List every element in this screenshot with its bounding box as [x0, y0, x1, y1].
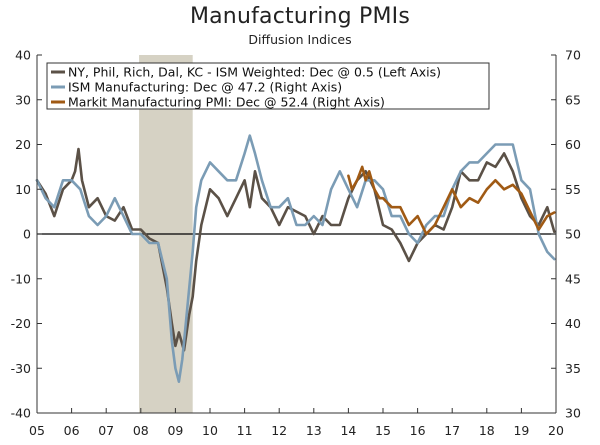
chart-title: Manufacturing PMIs	[189, 4, 411, 29]
x-tick-label: 19	[513, 423, 529, 438]
x-tick-label: 18	[479, 423, 495, 438]
series-line-2	[35, 134, 556, 384]
x-tick-label: 10	[202, 423, 218, 438]
x-tick-label: 07	[98, 423, 114, 438]
left-tick-label: -20	[11, 316, 31, 331]
legend-label: ISM Manufacturing: Dec @ 47.2 (Right Axi…	[68, 80, 342, 95]
series-line-3	[347, 165, 556, 236]
left-tick-label: 10	[15, 182, 31, 197]
left-tick-label: -30	[11, 361, 31, 376]
x-tick-label: 12	[271, 423, 287, 438]
left-tick-label: 0	[23, 227, 31, 242]
right-tick-label: 45	[565, 271, 581, 286]
x-tick-label: 09	[167, 423, 183, 438]
left-tick-label: 30	[15, 92, 31, 107]
chart-subtitle: Diffusion Indices	[248, 32, 352, 47]
left-tick-label: -10	[11, 271, 31, 286]
x-tick-label: 13	[306, 423, 322, 438]
left-tick-label: 40	[15, 48, 31, 63]
x-tick-label: 20	[548, 423, 564, 438]
legend-box	[46, 62, 490, 110]
x-tick-label: 08	[133, 423, 149, 438]
left-tick-label: -40	[11, 406, 31, 421]
series-line-1	[35, 147, 556, 352]
x-tick-label: 06	[64, 423, 80, 438]
x-tick-label: 15	[375, 423, 391, 438]
right-tick-label: 30	[565, 406, 581, 421]
right-tick-label: 70	[565, 48, 581, 63]
left-tick-label: 20	[15, 137, 31, 152]
right-tick-label: 40	[565, 316, 581, 331]
x-tick-label: 11	[237, 423, 253, 438]
right-tick-label: 50	[565, 227, 581, 242]
right-tick-label: 60	[565, 137, 581, 152]
legend-label: NY, Phil, Rich, Dal, KC - ISM Weighted: …	[68, 65, 441, 80]
right-tick-label: 55	[565, 182, 581, 197]
right-tick-label: 65	[565, 92, 581, 107]
x-tick-label: 16	[410, 423, 426, 438]
legend-label: Markit Manufacturing PMI: Dec @ 52.4 (Ri…	[68, 95, 385, 110]
x-tick-label: 05	[29, 423, 45, 438]
x-tick-label: 14	[340, 423, 356, 438]
x-tick-label: 17	[444, 423, 460, 438]
right-tick-label: 35	[565, 361, 581, 376]
